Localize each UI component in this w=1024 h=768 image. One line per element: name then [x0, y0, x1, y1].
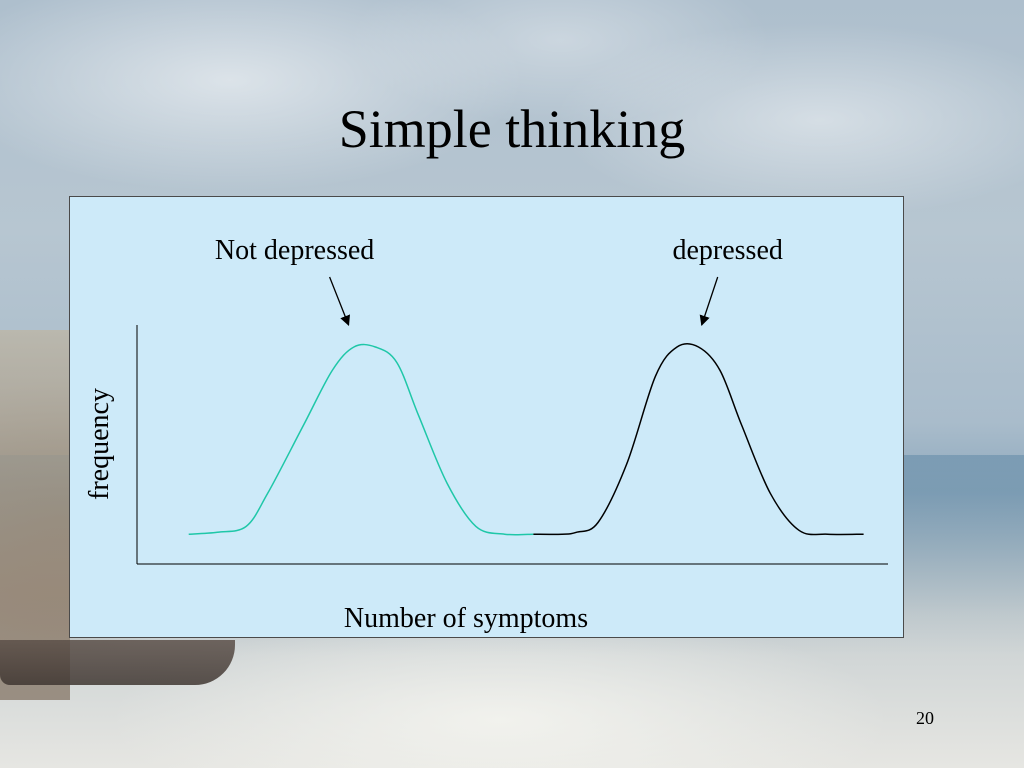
- x-axis-label: Number of symptoms: [344, 603, 588, 634]
- annotation-label-2: depressed: [672, 235, 782, 266]
- annotation-arrow-2: [699, 276, 719, 326]
- chart-panel: Not depressed depressed Number of symptom…: [69, 196, 904, 638]
- background-shore: [0, 330, 70, 700]
- annotation-label-1: Not depressed: [215, 235, 374, 266]
- background-boat: [0, 640, 235, 685]
- y-axis-label: frequency: [84, 388, 115, 500]
- page-number: 20: [916, 708, 934, 728]
- annotation-layer: Not depressed depressed: [215, 235, 783, 326]
- series-line-1: [188, 343, 534, 536]
- annotation-arrow-1: [328, 276, 350, 326]
- series-line-2: [533, 342, 864, 536]
- series-layer: [188, 342, 864, 536]
- distribution-chart: Not depressed depressed Number of symptom…: [84, 235, 888, 634]
- slide-title: Simple thinking: [338, 99, 686, 159]
